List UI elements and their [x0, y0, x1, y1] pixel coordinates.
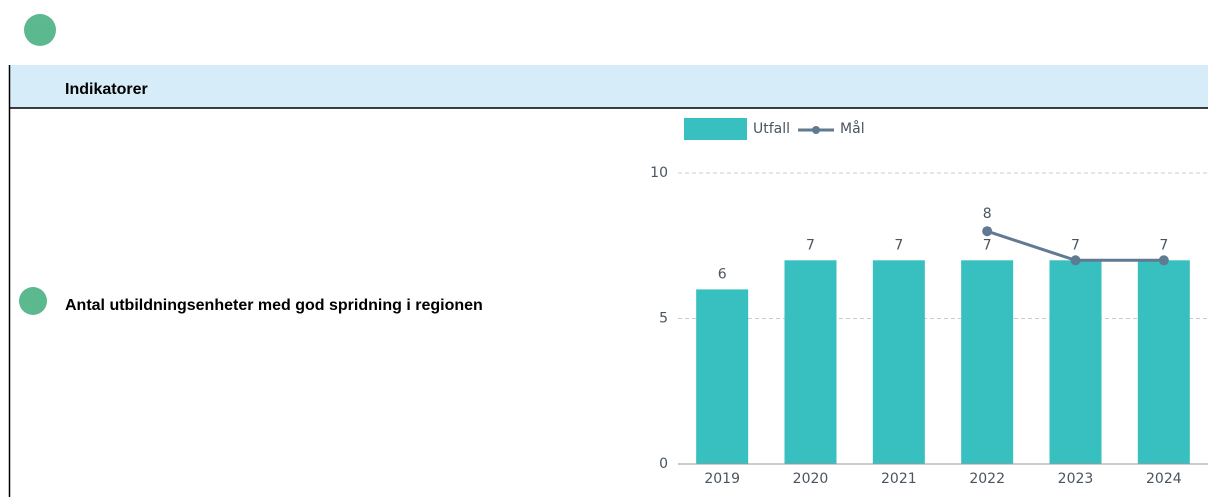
x-tick-label: 2022	[969, 471, 1005, 487]
bar	[1049, 260, 1102, 464]
chart: 0 5 10 6 7 7 7 7 7 8 2019 2020 2021 2022 2023 2024 Utfal…	[650, 118, 1208, 487]
bar-value-label: 6	[718, 266, 727, 282]
x-tick-label: 2024	[1146, 471, 1182, 487]
bar	[961, 260, 1014, 464]
legend-swatch	[684, 118, 747, 140]
x-tick-label: 2023	[1058, 471, 1094, 487]
legend-label: Utfall	[753, 121, 790, 137]
y-tick-label: 0	[659, 456, 668, 472]
header-text: Indikatorer	[65, 81, 148, 98]
x-tick-label: 2019	[704, 471, 740, 487]
x-tick-label: 2021	[881, 471, 917, 487]
y-tick-label: 10	[650, 165, 668, 181]
bar	[784, 260, 837, 464]
bar-value-label: 7	[1071, 237, 1080, 253]
line-point	[982, 226, 993, 237]
indicator-status	[19, 287, 47, 315]
status-dot	[24, 14, 56, 46]
x-tick-label: 2020	[793, 471, 829, 487]
bar-value-label: 7	[983, 237, 992, 253]
bar	[696, 289, 749, 464]
bar	[1137, 260, 1190, 464]
y-tick-label: 5	[659, 311, 668, 327]
bar-value-label: 7	[894, 237, 903, 253]
bar-value-label: 7	[1159, 237, 1168, 253]
legend-label: Mål	[840, 120, 865, 137]
line-point	[1158, 255, 1169, 266]
legend-marker	[812, 126, 821, 134]
bar-value-label: 7	[806, 237, 815, 253]
table-header	[9, 65, 1208, 108]
bar	[872, 260, 925, 464]
line-value-label: 8	[983, 206, 992, 222]
line-point	[1070, 255, 1081, 266]
indicator-label: Antal utbildningsenheter med god spridni…	[65, 297, 483, 314]
